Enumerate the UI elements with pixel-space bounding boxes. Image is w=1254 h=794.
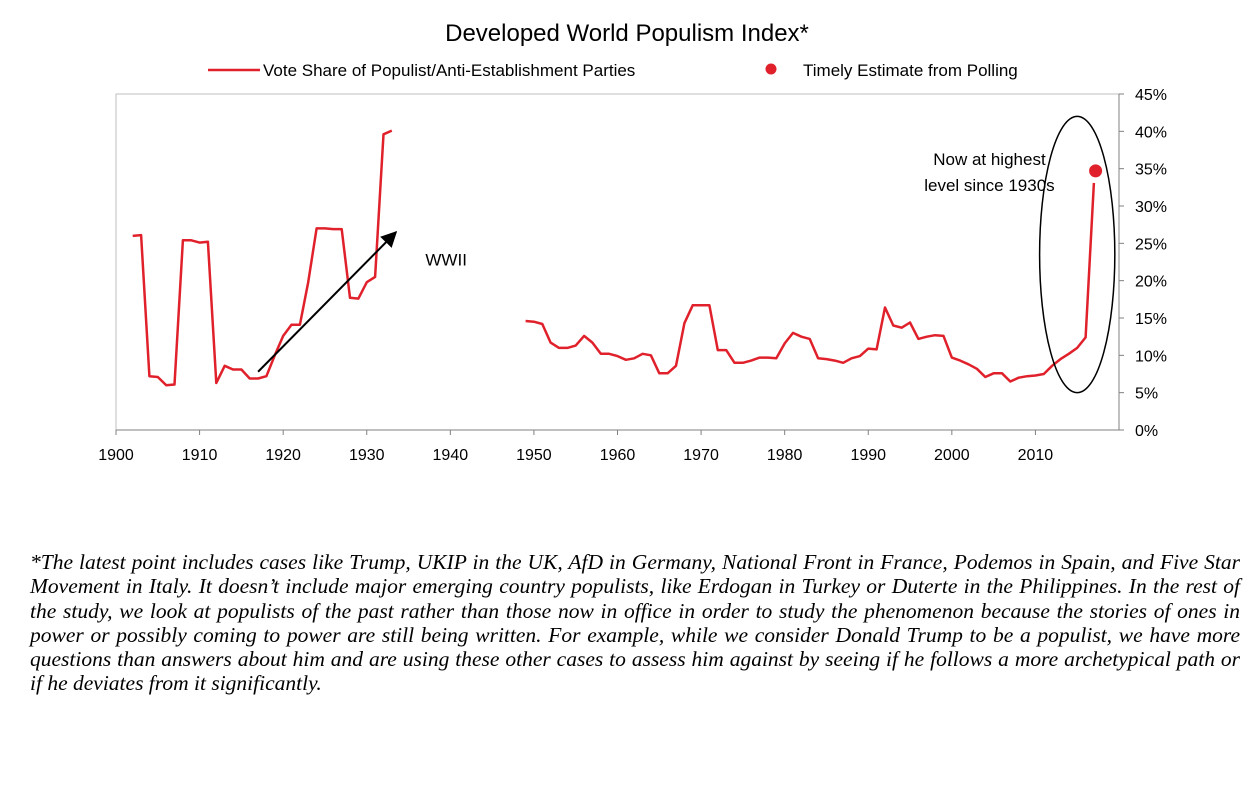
x-tick-label: 1900 [98,447,134,464]
legend-dot-swatch [765,63,777,75]
trend-arrow [257,230,398,373]
x-tick-label: 1980 [767,447,803,464]
wwii-annotation: WWII [425,251,467,270]
y-tick-label: 20% [1135,274,1167,291]
y-tick-label: 35% [1135,162,1167,179]
chart-title: Developed World Populism Index* [445,20,809,47]
x-tick-label: 1920 [265,447,301,464]
x-tick-label: 1940 [433,447,469,464]
series-layer [132,129,1103,387]
x-tick-label: 1990 [850,447,886,464]
legend-label-polling: Timely Estimate from Polling [803,61,1018,80]
plot-area-border [115,93,1120,431]
footnote: *The latest point includes cases like Tr… [30,550,1240,696]
y-tick-label: 40% [1135,124,1167,141]
x-tick-label: 1930 [349,447,385,464]
x-tick-label: 2000 [934,447,970,464]
y-tick-label: 25% [1135,236,1167,253]
y-tick-label: 30% [1135,199,1167,216]
x-tick-label: 1960 [600,447,636,464]
legend-label-vote-share: Vote Share of Populist/Anti-Establishmen… [263,61,635,80]
y-tick-label: 45% [1135,87,1167,104]
y-tick-label: 0% [1135,423,1158,440]
y-tick-label: 10% [1135,348,1167,365]
series-line-segment-1 [132,129,393,387]
x-tick-label: 1910 [182,447,218,464]
highest-level-annotation-line: Now at highest [933,150,1046,169]
highlight-ellipse [1038,115,1116,394]
y-tick-label: 15% [1135,311,1167,328]
x-tick-label: 1970 [683,447,719,464]
x-tick-label: 2010 [1018,447,1054,464]
polling-estimate-point [1089,164,1103,178]
highest-level-annotation-line: level since 1930s [924,176,1054,195]
legend: Vote Share of Populist/Anti-Establishmen… [208,61,1018,80]
y-axis: 0% 5% 10% 15% 20% 25% 30% 35% 40% 45% [1118,87,1167,440]
x-tick-label: 1950 [516,447,552,464]
annotation-layer: WWII Now at highest level since 1930s [257,115,1116,394]
series-line-segment-2 [525,182,1096,383]
y-tick-label: 5% [1135,386,1158,403]
x-axis: 1900 1910 1920 1930 1940 1950 1960 1970 1980 1990… [98,429,1119,464]
